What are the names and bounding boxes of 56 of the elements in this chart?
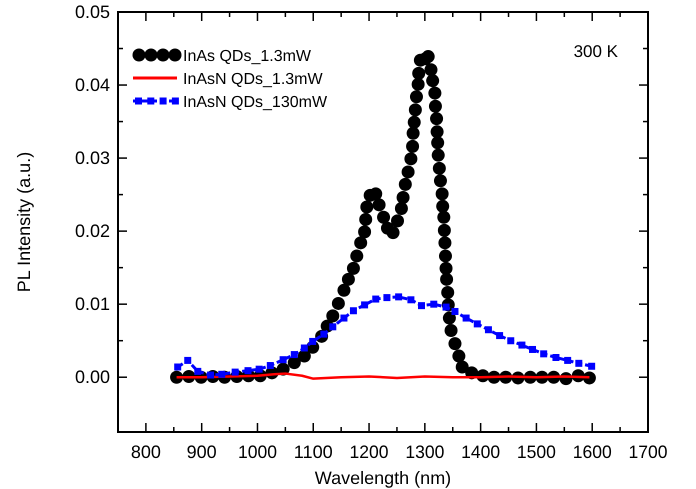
point bbox=[372, 296, 380, 303]
y-tick-label: 0.02 bbox=[74, 221, 110, 242]
point bbox=[300, 344, 308, 352]
point bbox=[484, 326, 492, 334]
point bbox=[395, 293, 402, 300]
point bbox=[184, 356, 192, 364]
point bbox=[552, 354, 560, 361]
legend-label: InAsN QDs_1.3mW bbox=[183, 71, 324, 88]
point bbox=[194, 368, 202, 375]
point bbox=[496, 332, 504, 340]
x-tick-label: 900 bbox=[186, 442, 217, 462]
point bbox=[383, 294, 390, 302]
point bbox=[350, 307, 357, 314]
y-tick-label: 0.01 bbox=[74, 294, 110, 314]
point bbox=[564, 356, 572, 364]
point bbox=[244, 367, 252, 374]
x-tick-label: 1400 bbox=[461, 442, 502, 462]
point bbox=[329, 323, 336, 330]
y-tick-label: 0.04 bbox=[74, 75, 110, 96]
point bbox=[266, 362, 274, 370]
point bbox=[361, 301, 368, 308]
point bbox=[507, 337, 514, 344]
point bbox=[529, 346, 536, 353]
point bbox=[309, 338, 316, 345]
x-tick-label: 800 bbox=[130, 442, 161, 462]
legend-label: InAs QDs_1.3mW bbox=[183, 48, 312, 65]
point bbox=[290, 351, 298, 358]
point bbox=[340, 314, 348, 322]
legend-label: InAsN QDs_130mW bbox=[183, 94, 328, 111]
point bbox=[588, 362, 596, 370]
point bbox=[256, 366, 263, 373]
point bbox=[540, 350, 548, 358]
x-tick-label: 1600 bbox=[572, 442, 613, 462]
point bbox=[280, 356, 287, 364]
point bbox=[232, 368, 239, 376]
x-tick-label: 1500 bbox=[516, 442, 557, 462]
point bbox=[451, 308, 458, 315]
y-tick-label: 0.03 bbox=[74, 148, 110, 168]
x-tick-label: 1700 bbox=[628, 442, 669, 462]
annotation: 300 K bbox=[574, 42, 619, 61]
point bbox=[575, 360, 582, 367]
point bbox=[418, 302, 425, 310]
x-axis-title: Wavelength (nm) bbox=[314, 468, 452, 488]
y-axis-title: PL Intensity (a.u.) bbox=[14, 152, 34, 292]
y-tick-label: 0.05 bbox=[74, 2, 110, 22]
x-tick-label: 1300 bbox=[405, 442, 446, 462]
x-tick-label: 1000 bbox=[238, 442, 278, 462]
point bbox=[462, 314, 470, 322]
point bbox=[474, 320, 481, 328]
point bbox=[430, 300, 438, 308]
x-tick-label: 1200 bbox=[350, 442, 390, 462]
point bbox=[174, 363, 182, 370]
y-tick-label: 0.00 bbox=[74, 367, 110, 388]
point bbox=[407, 296, 414, 304]
x-tick-label: 1100 bbox=[294, 442, 333, 462]
point bbox=[518, 342, 526, 349]
